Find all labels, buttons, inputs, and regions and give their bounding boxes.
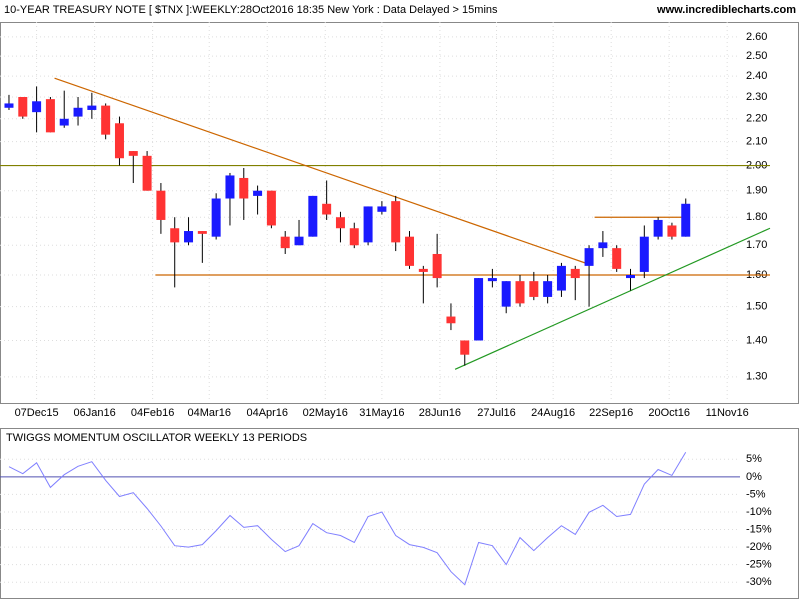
candle-body [335,217,345,229]
x-tick-label: 24Aug16 [531,407,575,419]
y-tick-label: 2.20 [746,113,767,125]
candle-body [487,278,497,282]
y-tick-label: 0% [746,471,762,483]
y-tick-label: 1.70 [746,239,767,251]
candle-body [4,103,14,108]
candle-body [170,228,180,243]
candle-body [294,236,304,246]
candle-body [225,175,235,199]
y-tick-label: 1.40 [746,334,767,346]
x-tick-label: 11Nov16 [706,407,749,419]
candle-body [612,248,622,269]
candle-body [474,278,484,341]
candle-body [322,203,332,215]
x-tick-label: 04Feb16 [131,407,174,419]
x-tick-label: 04Mar16 [188,407,231,419]
candle-body [32,101,42,113]
y-tick-label: 2.50 [746,50,767,62]
oscillator-line [8,452,687,586]
oscillator-title: TWIGGS MOMENTUM OSCILLATOR WEEKLY 13 PER… [6,432,307,444]
candle-body [584,248,594,266]
oscillator-panel [0,428,799,599]
candle-body [460,340,470,355]
candle-body [432,253,442,279]
website: www.incrediblecharts.com [656,4,796,16]
trend-line [454,227,771,370]
candle-body [239,177,249,199]
y-tick-label: 5% [746,453,762,465]
candle-body [377,206,387,212]
candle-body [363,206,373,243]
candle-body [501,281,511,307]
x-tick-label: 27Jul16 [477,407,516,419]
y-tick-label: 1.90 [746,185,767,197]
candle-body [349,228,359,246]
candle-body [184,231,194,243]
y-tick-label: -15% [746,523,772,535]
y-tick-label: 2.60 [746,31,767,43]
y-tick-label: 2.30 [746,91,767,103]
y-tick-label: 2.40 [746,70,767,82]
y-tick-label: 1.80 [746,211,767,223]
candle-body [59,118,69,126]
candle-body [101,105,111,135]
candle-body [114,123,124,159]
x-tick-label: 28Jun16 [419,407,461,419]
candle-body [197,231,207,234]
candle-body [280,236,290,249]
y-tick-label: 1.50 [746,301,767,313]
candle-body [73,107,83,117]
chart-title: 10-YEAR TREASURY NOTE [ $TNX ]:WEEKLY:28… [4,4,498,16]
candle-body [266,190,276,226]
candle-body [626,274,636,279]
candle-body [667,225,677,237]
candle-body [391,201,401,243]
candle-body [598,242,608,249]
candle-body [418,268,428,272]
candle-body [253,190,263,196]
x-tick-label: 07Dec15 [15,407,59,419]
y-tick-label: -25% [746,559,772,571]
candle-body [639,236,649,272]
y-tick-label: 2.10 [746,136,767,148]
trend-line [54,77,586,264]
candle-body [543,281,553,297]
candle-body [556,265,566,291]
candle-body [156,190,166,220]
candle-body [681,203,691,237]
x-tick-label: 06Jan16 [74,407,116,419]
candle-body [128,151,138,156]
y-tick-label: -30% [746,576,772,588]
candle-body [211,198,221,237]
candle-body [405,236,415,266]
y-tick-label: 1.30 [746,371,767,383]
candle-body [570,268,580,279]
x-tick-label: 20Oct16 [648,407,690,419]
y-tick-label: -20% [746,541,772,553]
candle-body [18,96,28,117]
candle-body [308,195,318,237]
candle-body [142,155,152,191]
y-tick-label: -5% [746,488,766,500]
x-tick-label: 02May16 [303,407,348,419]
x-tick-label: 31May16 [359,407,404,419]
y-tick-label: -10% [746,506,772,518]
x-tick-label: 04Apr16 [246,407,288,419]
candle-body [515,281,525,304]
main-panel [0,22,799,404]
candle-body [45,99,55,133]
candle-body [446,316,456,324]
candle-body [529,281,539,297]
candle-body [87,105,97,110]
candle-body [653,219,663,237]
x-tick-label: 22Sep16 [589,407,633,419]
